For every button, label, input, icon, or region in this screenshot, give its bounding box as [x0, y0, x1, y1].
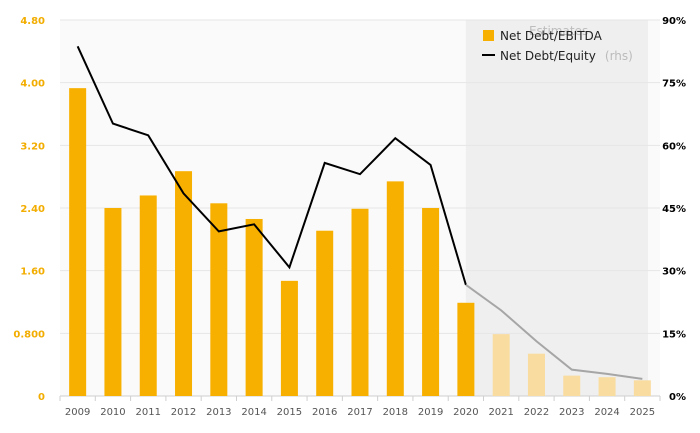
y-right-tick-label: 30%	[662, 267, 686, 278]
bar-2022	[527, 353, 545, 396]
x-tick-label: 2009	[65, 407, 90, 418]
bar-2025	[633, 380, 651, 396]
x-axis: 2009 2010 2011 2012 2013 2014 2015 2016 2017 2018…	[65, 407, 655, 418]
bar-2018	[386, 181, 404, 396]
x-tick-label: 2023	[559, 407, 584, 418]
x-tick-label: 2012	[171, 407, 196, 418]
bar-2016	[316, 230, 334, 396]
x-tick-label: 2022	[524, 407, 549, 418]
x-tick-label: 2016	[312, 407, 337, 418]
bar-2011	[139, 195, 157, 396]
legend-label-net-debt-equity: Net Debt/Equity (rhs)	[500, 45, 633, 64]
x-tick-label: 2011	[136, 407, 161, 418]
x-tick-label: 2020	[453, 407, 478, 418]
x-tick-label: 2018	[383, 407, 408, 418]
bar-2012	[175, 171, 193, 396]
y-left-tick-label: 0	[38, 392, 45, 403]
x-tick-label: 2013	[206, 407, 231, 418]
left-axis: 0 0.800 1.60 2.40 3.20 4.00 4.80	[13, 16, 45, 403]
x-tick-label: 2014	[241, 407, 266, 418]
line-series	[76, 45, 643, 380]
legend: Net Debt/EBITDA Net Debt/Equity (rhs)	[482, 29, 633, 64]
estimates-label: Estimates	[529, 24, 588, 38]
y-left-tick-label: 1.60	[20, 267, 45, 278]
bar-2019	[422, 208, 440, 396]
y-right-tick-label: 60%	[662, 141, 686, 152]
bar-2014	[245, 218, 263, 396]
y-right-tick-label: 45%	[662, 204, 686, 215]
bar-2021	[492, 334, 510, 396]
x-tick-label: 2019	[418, 407, 443, 418]
y-left-tick-label: 4.80	[20, 16, 45, 27]
x-tick-label: 2010	[100, 407, 125, 418]
y-left-tick-label: 3.20	[20, 141, 45, 152]
bar-2023	[563, 375, 581, 396]
legend-label-net-debt-equity-name: Net Debt/Equity	[500, 49, 596, 63]
bar-2015	[280, 280, 298, 396]
x-tick-label: 2015	[277, 407, 302, 418]
y-right-tick-label: 0%	[669, 392, 686, 403]
y-right-tick-label: 90%	[662, 16, 686, 27]
line-net-debt-equity	[76, 45, 467, 286]
bar-2010	[104, 208, 122, 396]
bar-2017	[351, 208, 369, 396]
y-right-tick-label: 15%	[662, 329, 686, 340]
right-axis: 0% 15% 30% 45% 60% 75% 90%	[662, 16, 686, 403]
legend-label-net-debt-ebitda: Net Debt/EBITDA	[500, 29, 603, 43]
x-tick-label: 2024	[594, 407, 619, 418]
bar-series	[69, 88, 651, 397]
bar-2013	[210, 203, 228, 396]
legend-label-rhs: (rhs)	[605, 49, 633, 63]
bar-2024	[598, 377, 616, 396]
bar-2009	[69, 88, 87, 397]
legend-swatch-net-debt-ebitda	[483, 30, 494, 41]
line-net-debt-equity-estimate	[465, 284, 643, 380]
x-tick-label: 2021	[488, 407, 513, 418]
x-tick-label: 2025	[630, 407, 655, 418]
x-tick-label: 2017	[347, 407, 372, 418]
y-right-tick-label: 75%	[662, 79, 686, 90]
y-left-tick-label: 4.00	[20, 79, 45, 90]
bar-2020	[457, 302, 475, 396]
y-left-tick-label: 2.40	[20, 204, 45, 215]
y-left-tick-label: 0.800	[13, 329, 45, 340]
